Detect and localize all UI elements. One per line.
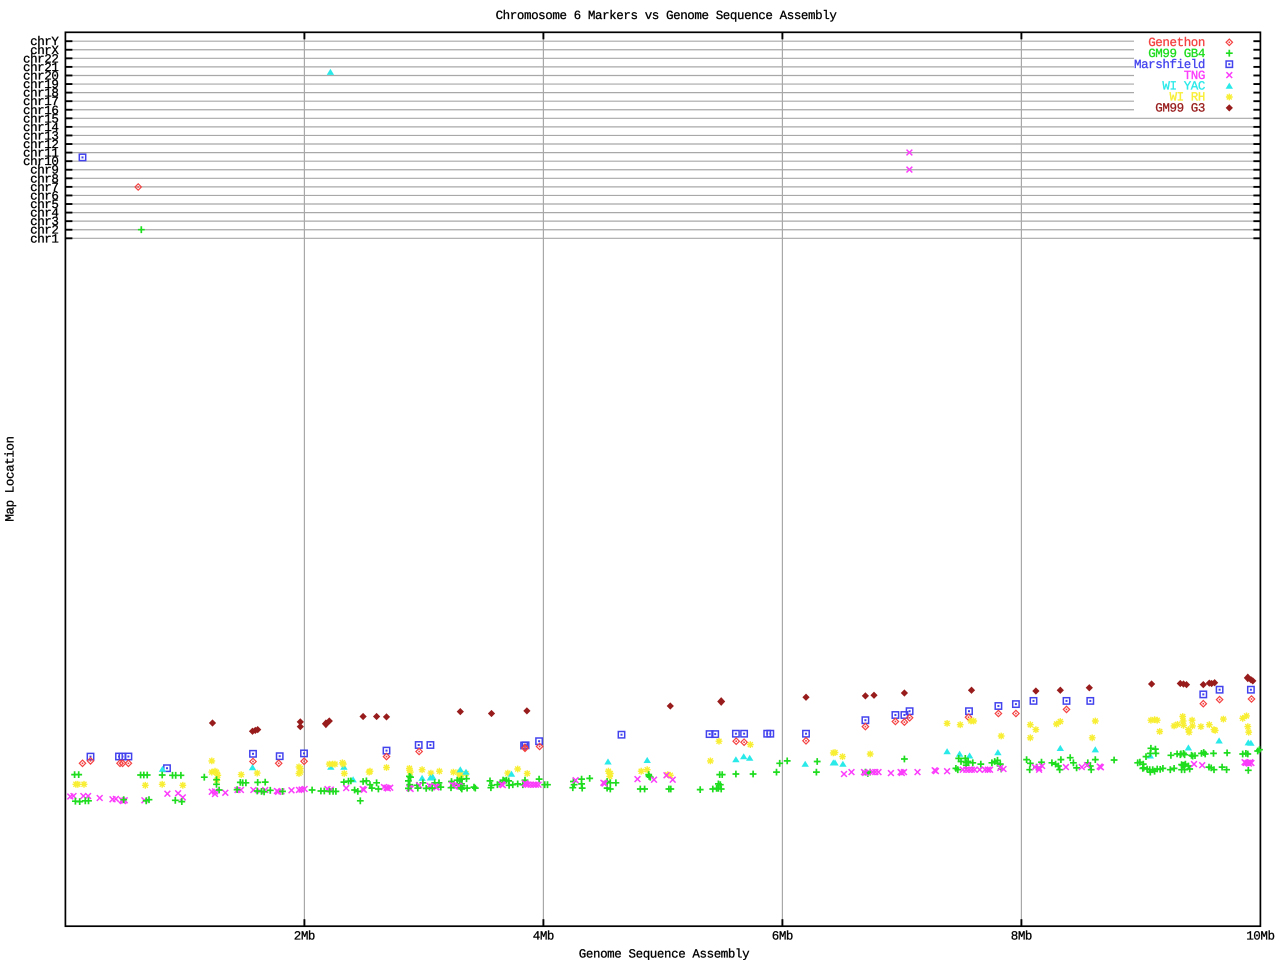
svg-text:chr17: chr17 xyxy=(23,95,59,109)
svg-text:chr16: chr16 xyxy=(23,104,59,118)
svg-text:chr20: chr20 xyxy=(23,70,59,84)
svg-text:Genethon: Genethon xyxy=(1148,36,1205,50)
svg-text:chr6: chr6 xyxy=(30,190,58,204)
svg-text:chr11: chr11 xyxy=(23,147,59,161)
svg-text:chr9: chr9 xyxy=(30,164,58,178)
svg-text:chr5: chr5 xyxy=(30,198,58,212)
svg-text:chr12: chr12 xyxy=(23,138,59,152)
svg-text:6Mb: 6Mb xyxy=(772,930,793,944)
svg-text:Marshfield: Marshfield xyxy=(1134,58,1205,72)
svg-text:chrY: chrY xyxy=(30,35,59,49)
svg-text:chr15: chr15 xyxy=(23,112,59,126)
svg-text:chr14: chr14 xyxy=(23,121,59,135)
svg-text:10Mb: 10Mb xyxy=(1246,930,1274,944)
svg-text:chrX: chrX xyxy=(30,44,59,58)
svg-text:chr19: chr19 xyxy=(23,78,59,92)
svg-text:GM99 G3: GM99 G3 xyxy=(1155,102,1205,116)
svg-text:Chromosome 6 Markers vs Genome: Chromosome 6 Markers vs Genome Sequence … xyxy=(496,9,838,23)
svg-text:8Mb: 8Mb xyxy=(1011,930,1032,944)
svg-text:chr7: chr7 xyxy=(30,181,58,195)
svg-text:chr8: chr8 xyxy=(30,172,58,186)
svg-text:4Mb: 4Mb xyxy=(533,930,554,944)
svg-text:GM99 GB4: GM99 GB4 xyxy=(1148,47,1205,61)
svg-text:chr2: chr2 xyxy=(30,224,58,238)
svg-text:chr4: chr4 xyxy=(30,207,58,221)
svg-text:TNG: TNG xyxy=(1184,69,1205,83)
svg-text:WI YAC: WI YAC xyxy=(1162,80,1205,94)
svg-text:chr10: chr10 xyxy=(23,155,59,169)
svg-text:chr13: chr13 xyxy=(23,130,59,144)
svg-text:chr18: chr18 xyxy=(23,87,59,101)
svg-text:chr21: chr21 xyxy=(23,61,59,75)
svg-text:WI RH: WI RH xyxy=(1169,91,1205,105)
svg-text:chr1: chr1 xyxy=(30,232,58,246)
svg-text:chr22: chr22 xyxy=(23,52,59,66)
svg-text:Map Location: Map Location xyxy=(4,436,18,521)
svg-text:2Mb: 2Mb xyxy=(294,930,315,944)
svg-text:chr3: chr3 xyxy=(30,215,58,229)
svg-text:Genome Sequence Assembly: Genome Sequence Assembly xyxy=(579,948,750,960)
